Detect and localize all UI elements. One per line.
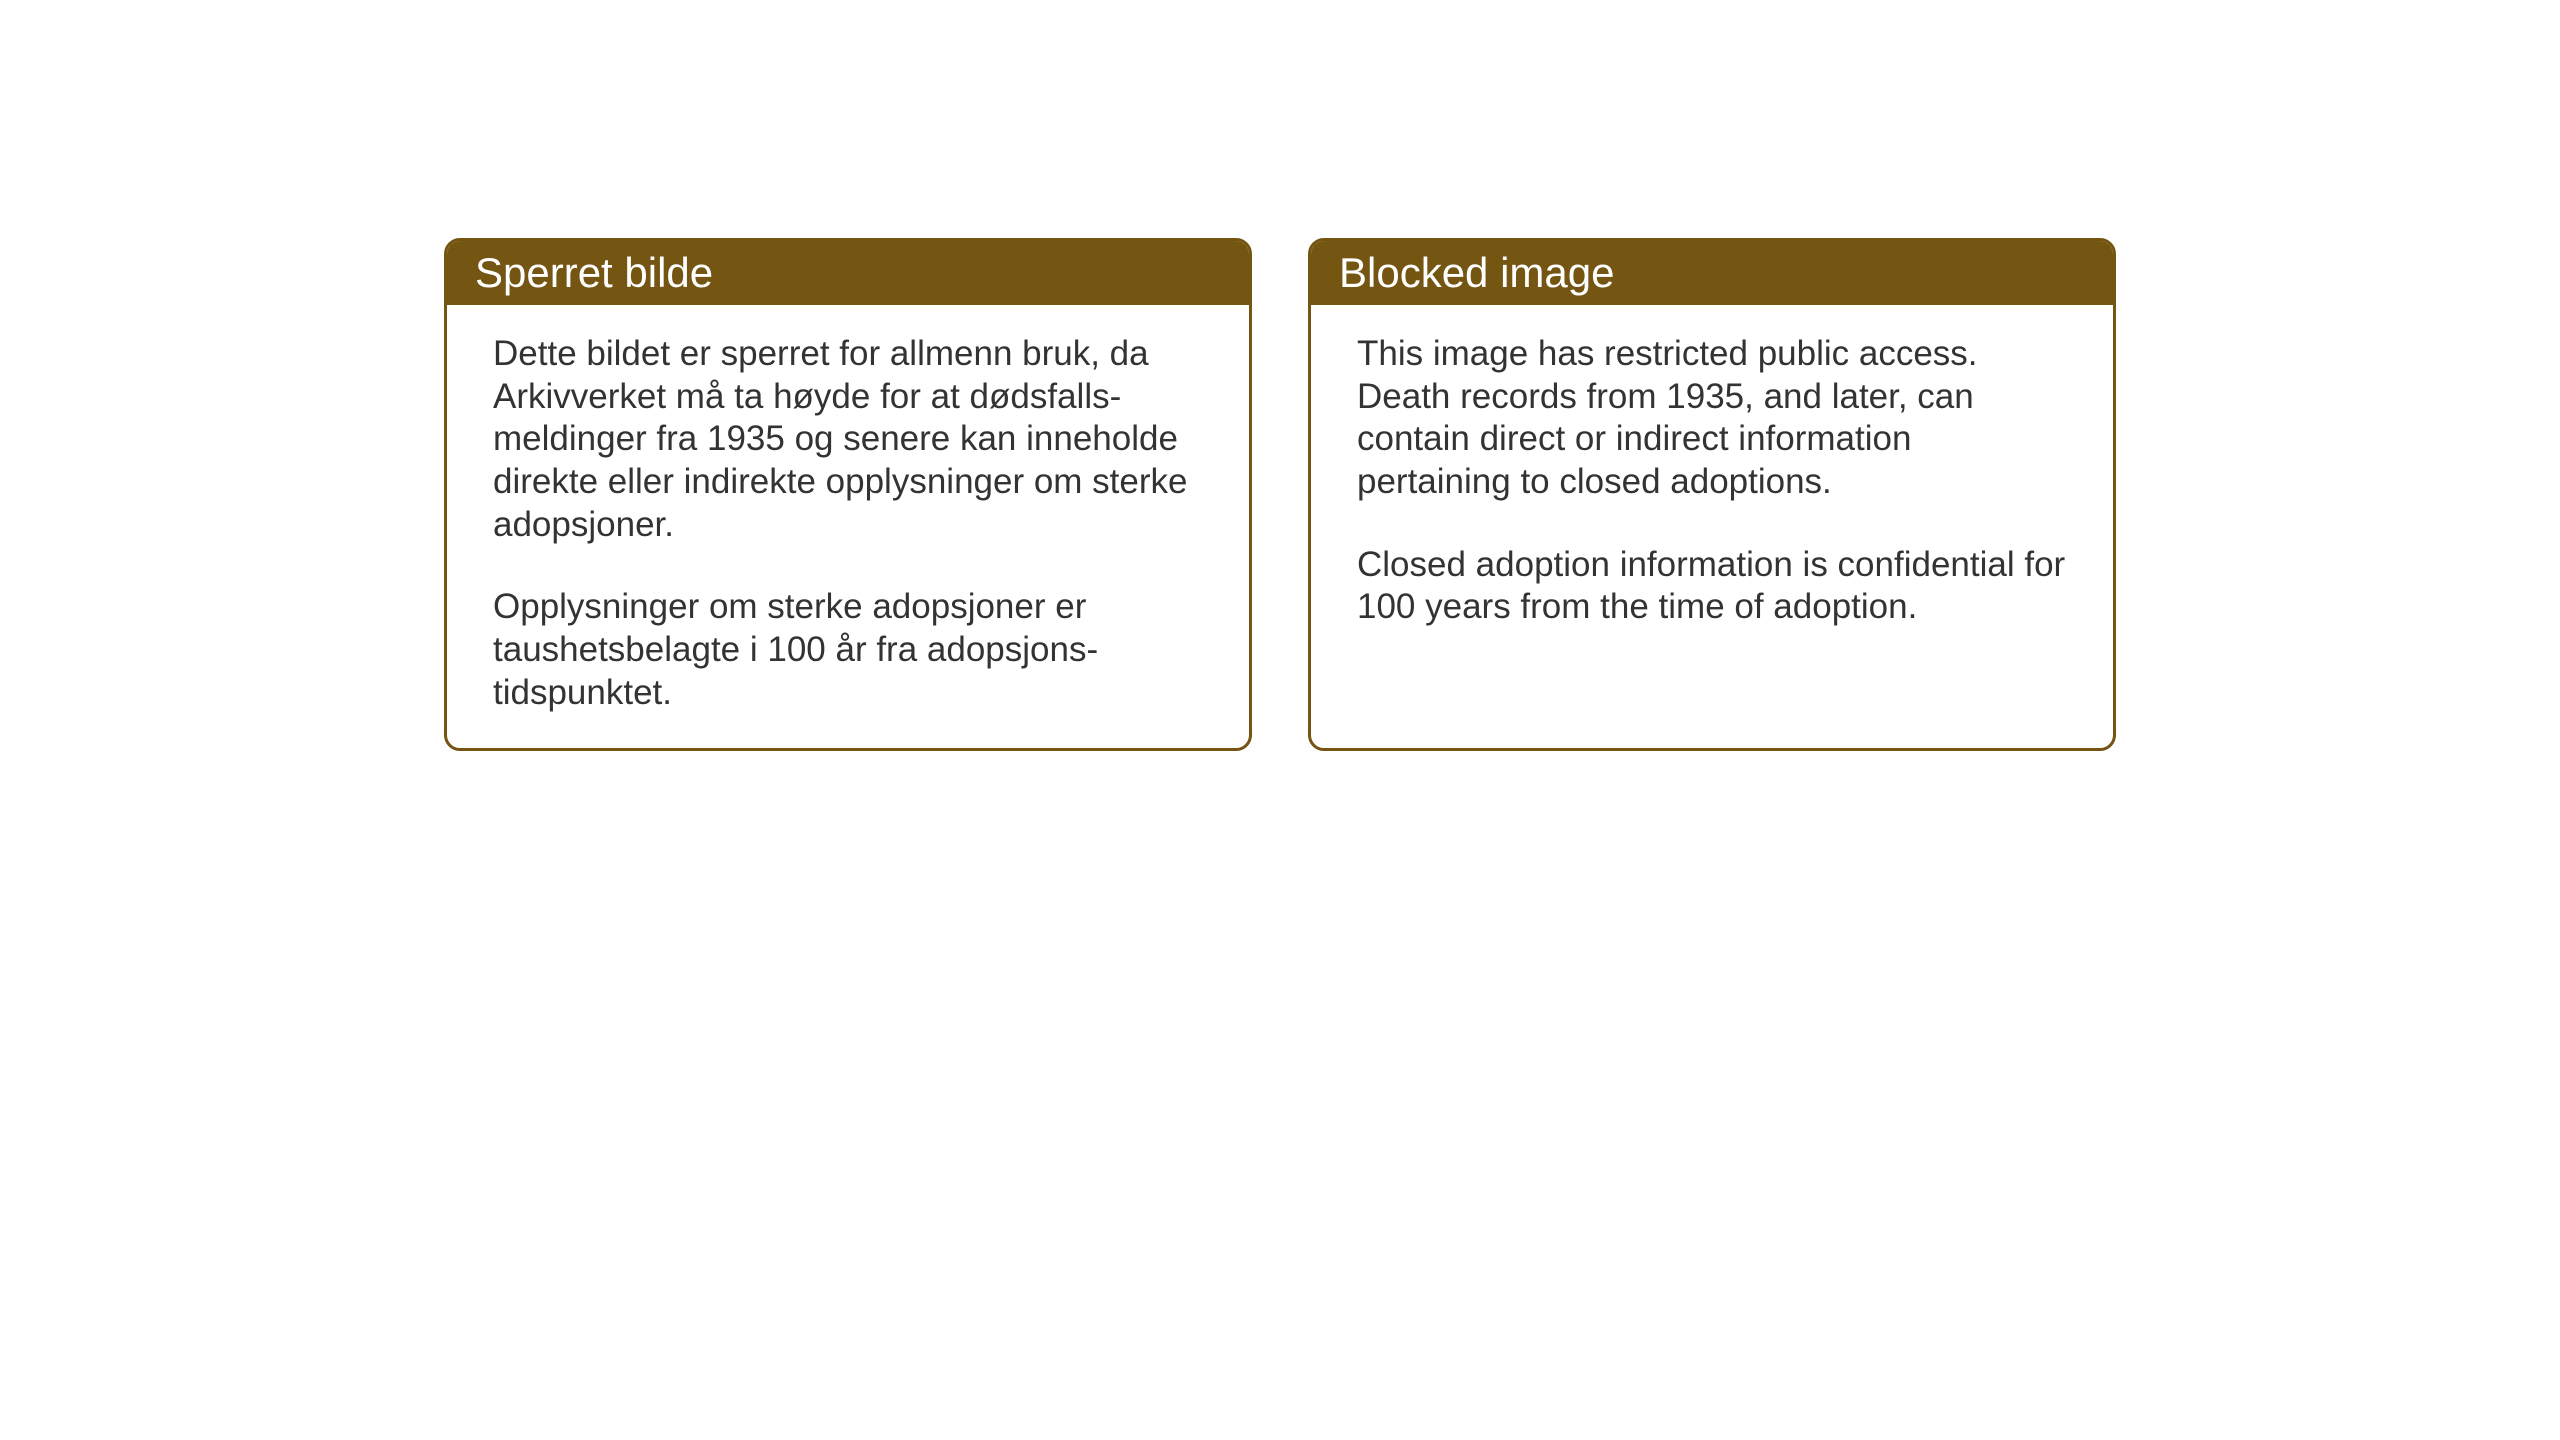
notice-card-norwegian: Sperret bilde Dette bildet er sperret fo… — [444, 238, 1252, 751]
notice-paragraph-2-english: Closed adoption information is confident… — [1357, 544, 2067, 629]
notice-body-english: This image has restricted public access.… — [1311, 305, 2113, 675]
notice-title-english: Blocked image — [1339, 249, 1614, 296]
notice-paragraph-2-norwegian: Opplysninger om sterke adopsjoner er tau… — [493, 586, 1203, 714]
notice-title-norwegian: Sperret bilde — [475, 249, 713, 296]
notice-body-norwegian: Dette bildet er sperret for allmenn bruk… — [447, 305, 1249, 751]
notice-card-english: Blocked image This image has restricted … — [1308, 238, 2116, 751]
notice-header-norwegian: Sperret bilde — [447, 241, 1249, 305]
notice-paragraph-1-norwegian: Dette bildet er sperret for allmenn bruk… — [493, 333, 1203, 546]
notice-container: Sperret bilde Dette bildet er sperret fo… — [444, 238, 2116, 751]
notice-header-english: Blocked image — [1311, 241, 2113, 305]
notice-paragraph-1-english: This image has restricted public access.… — [1357, 333, 2067, 504]
